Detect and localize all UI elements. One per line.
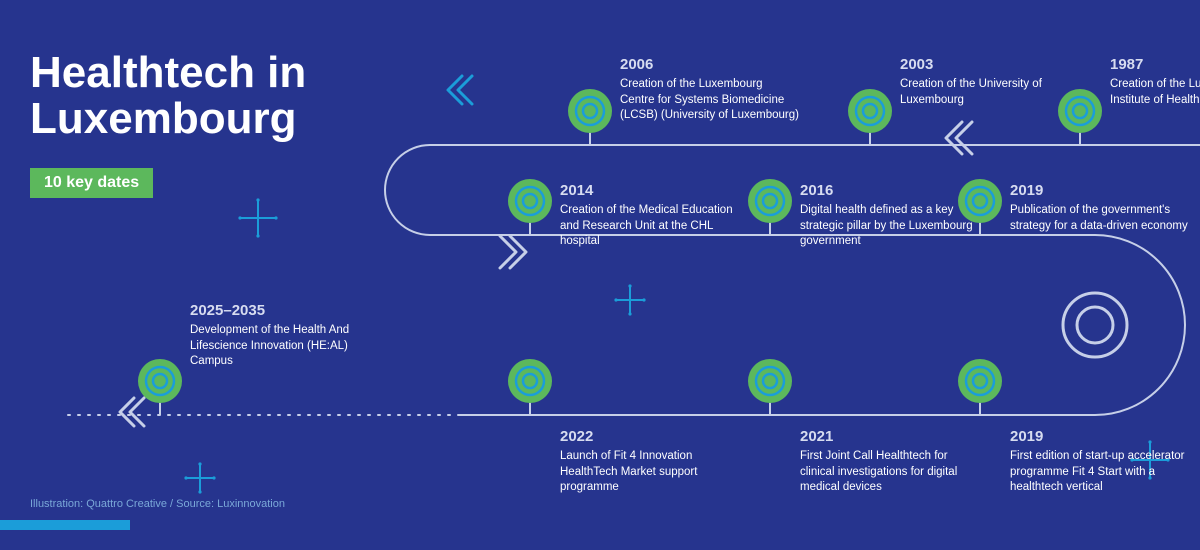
timeline-node [568,89,612,145]
plus-decor [184,462,215,493]
event-year: 1987 [1110,56,1200,73]
event-year: 2022 [560,428,740,445]
event-desc: First Joint Call Healthtech for clinical… [800,449,980,496]
event-desc: Creation of the Medical Education and Re… [560,203,740,250]
event-desc: Publication of the government's strategy… [1010,203,1190,234]
event-year: 2014 [560,182,740,199]
timeline-node [748,359,792,415]
event-desc: Creation of the University of Luxembourg [900,77,1080,108]
credit-line: Illustration: Quattro Creative / Source:… [30,498,285,510]
key-dates-badge: 10 key dates [30,168,153,198]
event-year: 2006 [620,56,800,73]
event-e2019a: 2019 Publication of the government's stra… [1010,182,1190,234]
chevron-decor [946,122,962,154]
event-year: 2025–2035 [190,302,370,319]
timeline-node [138,359,182,415]
event-year: 2021 [800,428,980,445]
event-desc: Creation of the Luxembourg Institute of … [1110,77,1200,108]
title-line2: Luxembourg [30,96,306,142]
event-year: 2019 [1010,182,1190,199]
event-e1987: 1987 Creation of the Luxembourg Institute… [1110,56,1200,108]
chevron-decor [510,236,526,268]
plus-decor [238,198,277,237]
event-e2003: 2003 Creation of the University of Luxemb… [900,56,1080,108]
accent-bar [0,520,130,530]
event-desc: Creation of the Luxembourg Centre for Sy… [620,77,800,124]
event-desc: Development of the Health And Lifescienc… [190,323,370,370]
event-e2019b: 2019 First edition of start-up accelerato… [1010,428,1190,496]
event-year: 2003 [900,56,1080,73]
event-year: 2019 [1010,428,1190,445]
event-desc: First edition of start-up accelerator pr… [1010,449,1190,496]
event-e2025: 2025–2035 Development of the Health And L… [190,302,370,370]
timeline-node [848,89,892,145]
chevron-decor [458,76,472,104]
event-e2014: 2014 Creation of the Medical Education an… [560,182,740,250]
event-desc: Launch of Fit 4 Innovation HealthTech Ma… [560,449,740,496]
title-line1: Healthtech in [30,50,306,96]
timeline-node [508,359,552,415]
event-e2021: 2021 First Joint Call Healthtech for clin… [800,428,980,496]
chevron-decor [130,398,144,426]
plus-decor [614,284,645,315]
event-e2006: 2006 Creation of the Luxembourg Centre fo… [620,56,800,124]
timeline-node [748,179,792,235]
page-title: Healthtech in Luxembourg [30,50,306,142]
event-e2022: 2022 Launch of Fit 4 Innovation HealthTec… [560,428,740,496]
event-e2016: 2016 Digital health defined as a key stra… [800,182,980,250]
event-year: 2016 [800,182,980,199]
timeline-node [958,359,1002,415]
infographic-canvas: Healthtech in Luxembourg 10 key dates Il… [0,0,1200,550]
timeline-node [508,179,552,235]
event-desc: Digital health defined as a key strategi… [800,203,980,250]
